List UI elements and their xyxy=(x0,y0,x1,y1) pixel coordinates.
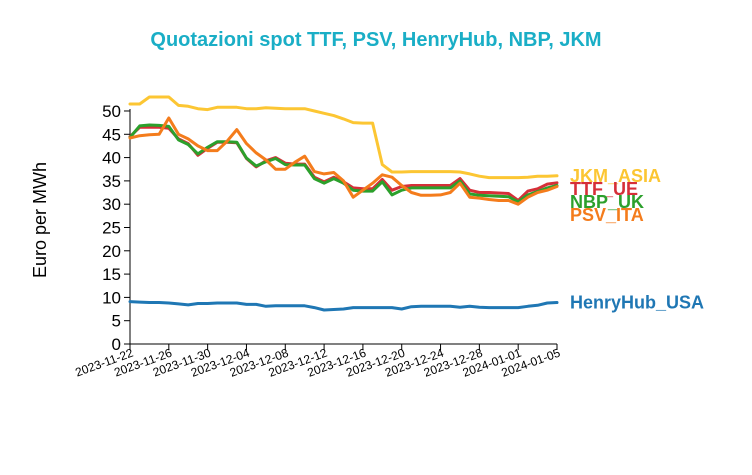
y-tick-label: 35 xyxy=(102,172,121,191)
series-line-nbp-uk xyxy=(128,123,559,204)
series-label-psv-ita: PSV_ITA xyxy=(570,205,644,225)
y-axis: 0 5 10 15 20 25 30 35 40 45 50 xyxy=(102,102,131,354)
y-tick-label: 30 xyxy=(102,195,121,214)
series-label-henryhub-usa: HenryHub_USA xyxy=(570,293,704,313)
series-lines xyxy=(128,95,559,312)
y-tick-label: 50 xyxy=(102,102,121,121)
series-line-psv-ita xyxy=(128,116,559,206)
series-line-ttf-ue xyxy=(128,125,559,202)
x-axis: 2023-11-222023-11-262023-11-302023-12-04… xyxy=(73,343,562,380)
series-label-ttf-ue: TTF_UE xyxy=(570,179,638,199)
y-tick-label: 25 xyxy=(102,218,121,237)
y-axis-label: Euro per MWh xyxy=(30,162,50,278)
chart-title: Quotazioni spot TTF, PSV, HenryHub, NBP,… xyxy=(150,29,601,51)
y-tick-label: 10 xyxy=(102,288,121,307)
y-tick-label: 0 xyxy=(112,335,121,354)
y-tick-label: 5 xyxy=(112,312,121,331)
series-line-henryhub-usa xyxy=(128,300,559,312)
series-label-nbp-uk: NBP_UK xyxy=(570,192,644,212)
y-tick-label: 15 xyxy=(102,265,121,284)
series-label-jkm-asia: JKM_ASIA xyxy=(570,166,661,186)
series-line-jkm-asia xyxy=(128,95,559,180)
y-tick-label: 20 xyxy=(102,242,121,261)
y-tick-label: 40 xyxy=(102,149,121,168)
y-tick-label: 45 xyxy=(102,125,121,144)
